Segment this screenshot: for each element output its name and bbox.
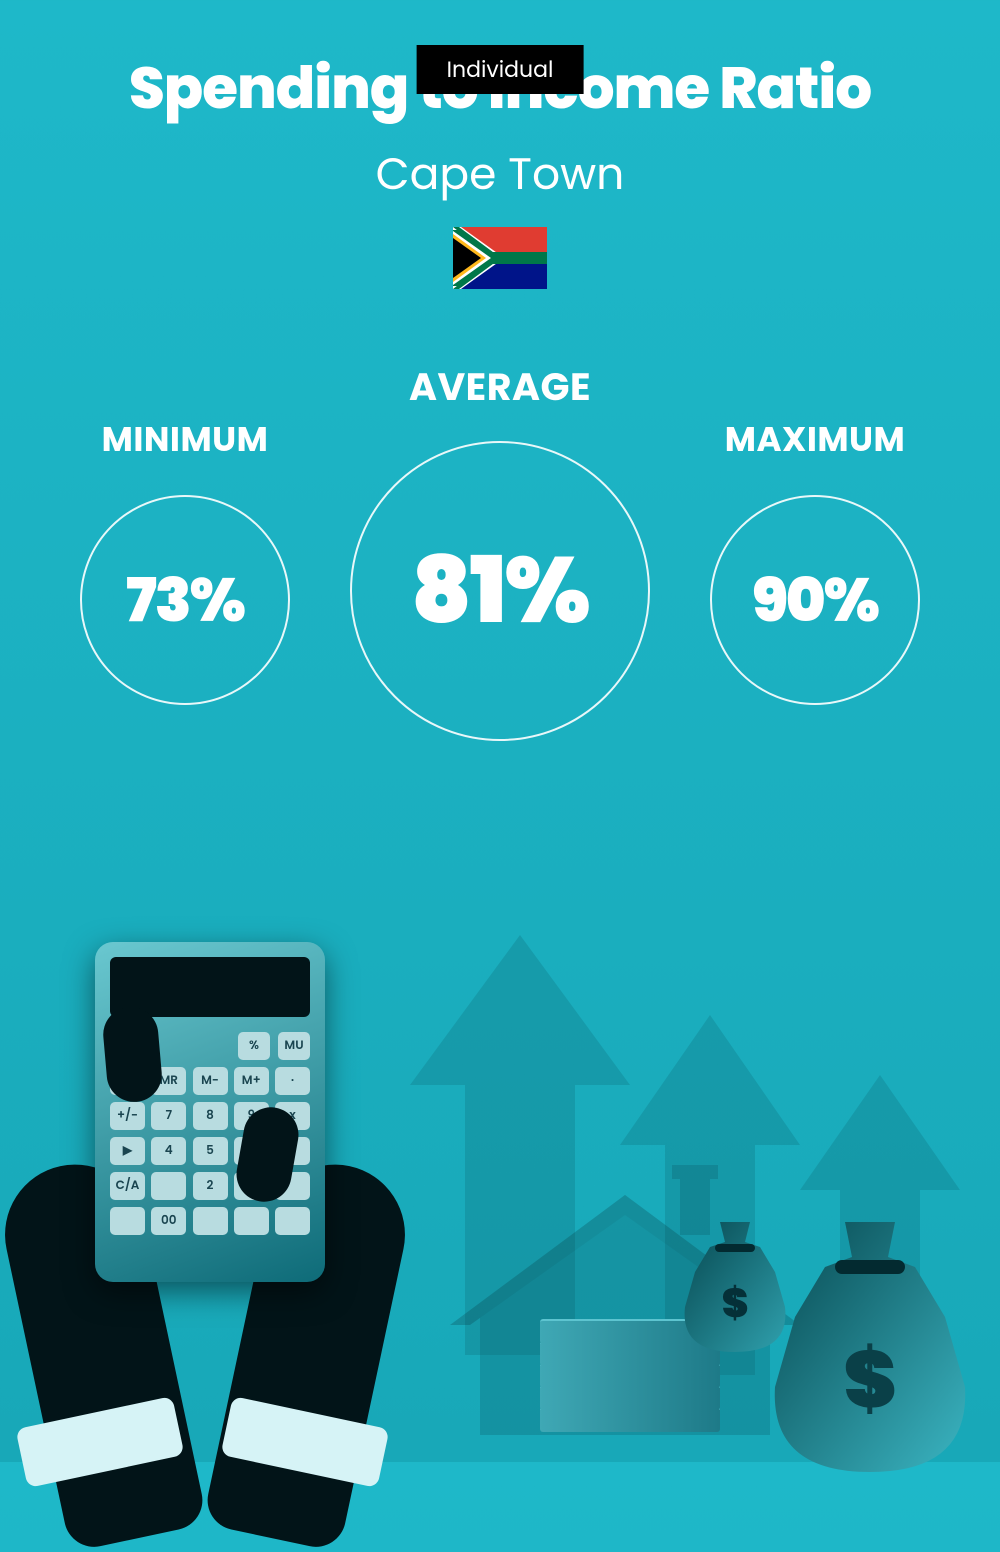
category-badge: Individual (417, 45, 584, 94)
stats-row: MINIMUM 73% AVERAGE 81% MAXIMUM 90% (0, 359, 1000, 741)
calc-button: % (238, 1032, 270, 1060)
average-circle: 81% (350, 441, 650, 741)
calculator-icon: % MU MC MR M- M+ · +/- 7 8 9 x ▶ 4 5 (95, 942, 325, 1282)
calc-button: 2 (193, 1172, 228, 1200)
stat-average: AVERAGE 81% (350, 359, 650, 741)
average-label: AVERAGE (409, 359, 591, 416)
money-bag-icon: $ (770, 1222, 970, 1472)
calc-button (151, 1172, 186, 1200)
stat-minimum: MINIMUM 73% (80, 414, 290, 705)
calc-button: MU (278, 1032, 310, 1060)
illustration-container: $ $ % MU MC (0, 882, 1000, 1462)
south-africa-flag-icon (453, 227, 547, 289)
minimum-value: 73% (126, 555, 244, 645)
location-subtitle: Cape Town (0, 142, 1000, 207)
average-value: 81% (411, 522, 588, 660)
calc-button: ▶ (110, 1137, 145, 1165)
stat-maximum: MAXIMUM 90% (710, 414, 920, 705)
calc-row: 00 (110, 1207, 310, 1235)
maximum-value: 90% (752, 555, 878, 645)
calc-button: 5 (193, 1137, 228, 1165)
calc-button: M+ (234, 1067, 269, 1095)
calc-button: 8 (193, 1102, 228, 1130)
calc-button: · (275, 1067, 310, 1095)
hands-calculator-illustration: % MU MC MR M- M+ · +/- 7 8 9 x ▶ 4 5 (40, 932, 440, 1482)
calc-button: 4 (151, 1137, 186, 1165)
calc-button (275, 1207, 310, 1235)
calc-button (110, 1207, 145, 1235)
calc-button: M- (193, 1067, 228, 1095)
maximum-circle: 90% (710, 495, 920, 705)
calc-button: C/A (110, 1172, 145, 1200)
minimum-circle: 73% (80, 495, 290, 705)
calc-button: 7 (151, 1102, 186, 1130)
svg-text:$: $ (722, 1275, 749, 1331)
calc-button: 00 (151, 1207, 186, 1235)
svg-text:$: $ (843, 1323, 896, 1435)
minimum-label: MINIMUM (102, 414, 269, 465)
calc-button (193, 1207, 228, 1235)
calc-button (234, 1207, 269, 1235)
maximum-label: MAXIMUM (725, 414, 906, 465)
calc-button: +/- (110, 1102, 145, 1130)
flag-container (0, 227, 1000, 289)
